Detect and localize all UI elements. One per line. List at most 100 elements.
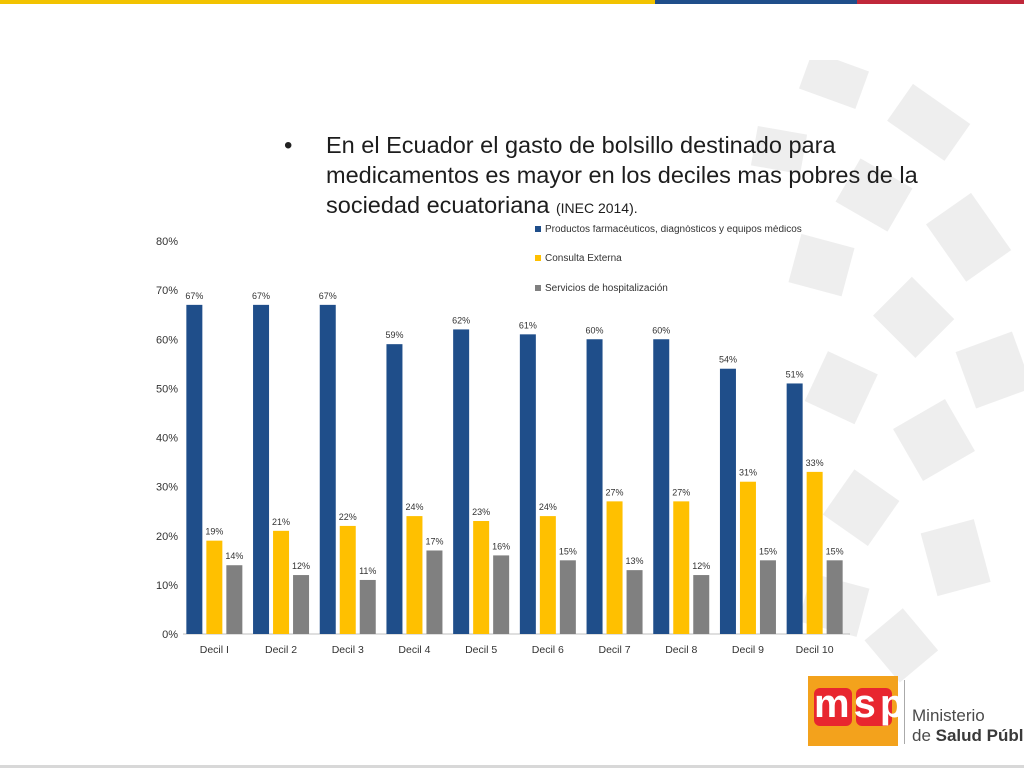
data-label: 15% [559, 546, 577, 556]
y-tick-label: 40% [156, 433, 178, 445]
bar-series3 [293, 575, 310, 634]
bar-series1 [719, 368, 736, 634]
logo-line1: Ministerio [912, 706, 985, 725]
bar-series1 [586, 339, 603, 634]
top-bar-red [857, 0, 1024, 4]
bar-series3 [559, 560, 576, 634]
legend-label: Servicios de hospitalización [545, 283, 668, 294]
top-accent-bar [0, 0, 1024, 6]
bar-series2 [739, 481, 756, 634]
legend-swatch [535, 285, 541, 291]
data-label: 19% [205, 527, 223, 537]
bullet-citation: (INEC 2014). [555, 200, 638, 216]
data-label: 54% [719, 355, 737, 365]
y-tick-label: 10% [156, 580, 178, 592]
data-label: 12% [292, 561, 310, 571]
y-tick-label: 30% [156, 482, 178, 494]
bar-series1 [519, 334, 536, 634]
bar-series1 [453, 329, 470, 634]
x-tick-label: Decil 10 [796, 644, 834, 656]
bar-series3 [493, 555, 510, 634]
logo-line2-bold: Salud Públic [935, 726, 1024, 745]
y-tick-label: 60% [156, 334, 178, 346]
msp-logo-mark: msp [808, 676, 904, 746]
bar-series1 [319, 304, 336, 634]
data-label: 12% [692, 561, 710, 571]
y-tick-label: 0% [162, 629, 178, 641]
bar-series3 [426, 550, 443, 634]
bar-series2 [539, 516, 556, 634]
logo-line2-prefix: de [912, 726, 936, 745]
bar-series2 [673, 501, 690, 634]
y-tick-label: 50% [156, 383, 178, 395]
data-label: 60% [586, 325, 604, 335]
bar-series1 [653, 339, 670, 634]
data-label: 17% [425, 536, 443, 546]
data-label: 15% [826, 546, 844, 556]
bar-chart: 0% 10% 20% 30% 40% 50% 60% 70% 80% 67% 19% 14% Decil… [156, 225, 850, 656]
data-label: 14% [225, 551, 243, 561]
x-tick-label: Decil I [200, 644, 229, 656]
x-tick-label: Decil 6 [532, 644, 564, 656]
x-tick-label: Decil 7 [598, 644, 630, 656]
data-label: 15% [759, 546, 777, 556]
x-tick-label: Decil 8 [665, 644, 697, 656]
data-label: 59% [385, 330, 403, 340]
bar-series3 [759, 560, 776, 634]
data-label: 51% [786, 369, 804, 379]
bar-series3 [359, 579, 376, 634]
logo-line2: de Salud Públic [912, 726, 1024, 746]
bullet-text: En el Ecuador el gasto de bolsillo desti… [326, 130, 926, 223]
data-label: 13% [626, 556, 644, 566]
data-label: 67% [252, 291, 270, 301]
bar-series2 [806, 471, 823, 634]
bottom-line [0, 765, 1024, 768]
y-tick-label: 80% [156, 236, 178, 248]
y-tick-label: 70% [156, 285, 178, 297]
bar-series2 [606, 501, 623, 634]
data-label: 23% [472, 507, 490, 517]
bar-series2 [273, 530, 290, 634]
data-label: 22% [339, 512, 357, 522]
data-label: 67% [185, 291, 203, 301]
bar-series3 [626, 570, 643, 634]
y-tick-label: 20% [156, 531, 178, 543]
data-label: 31% [739, 468, 757, 478]
data-label: 11% [359, 566, 376, 576]
x-tick-label: Decil 9 [732, 644, 764, 656]
bar-series3 [693, 575, 710, 634]
bar-series2 [206, 540, 223, 634]
top-bar-yellow [0, 0, 655, 4]
legend-label: Consulta Externa [545, 253, 622, 264]
legend-label: Productos farmacéuticos, diagnósticos y … [545, 225, 802, 235]
bar-series2 [339, 525, 356, 634]
data-label: 24% [539, 502, 557, 512]
bar-series3 [226, 565, 243, 634]
data-label: 61% [519, 320, 537, 330]
ministry-logo: msp Ministerio de Salud Públic [808, 676, 1024, 752]
bar-series1 [253, 304, 270, 634]
bar-series3 [826, 560, 843, 634]
data-label: 16% [492, 541, 510, 551]
bar-series1 [186, 304, 203, 634]
logo-separator [904, 680, 905, 744]
bar-series1 [386, 344, 403, 634]
x-tick-label: Decil 3 [332, 644, 364, 656]
data-label: 27% [606, 487, 624, 497]
data-label: 60% [652, 325, 670, 335]
bar-series2 [473, 521, 490, 634]
bullet-main-text: En el Ecuador el gasto de bolsillo desti… [326, 132, 918, 218]
data-label: 24% [405, 502, 423, 512]
data-label: 33% [806, 458, 824, 468]
x-tick-label: Decil 5 [465, 644, 497, 656]
legend-swatch [535, 226, 541, 232]
data-label: 62% [452, 315, 470, 325]
bullet-symbol: • [284, 132, 293, 159]
bar-series2 [406, 516, 423, 634]
x-tick-label: Decil 4 [398, 644, 430, 656]
data-label: 21% [272, 517, 290, 527]
x-tick-label: Decil 2 [265, 644, 297, 656]
top-bar-blue [655, 0, 857, 4]
legend-swatch [535, 255, 541, 261]
data-label: 27% [672, 487, 690, 497]
